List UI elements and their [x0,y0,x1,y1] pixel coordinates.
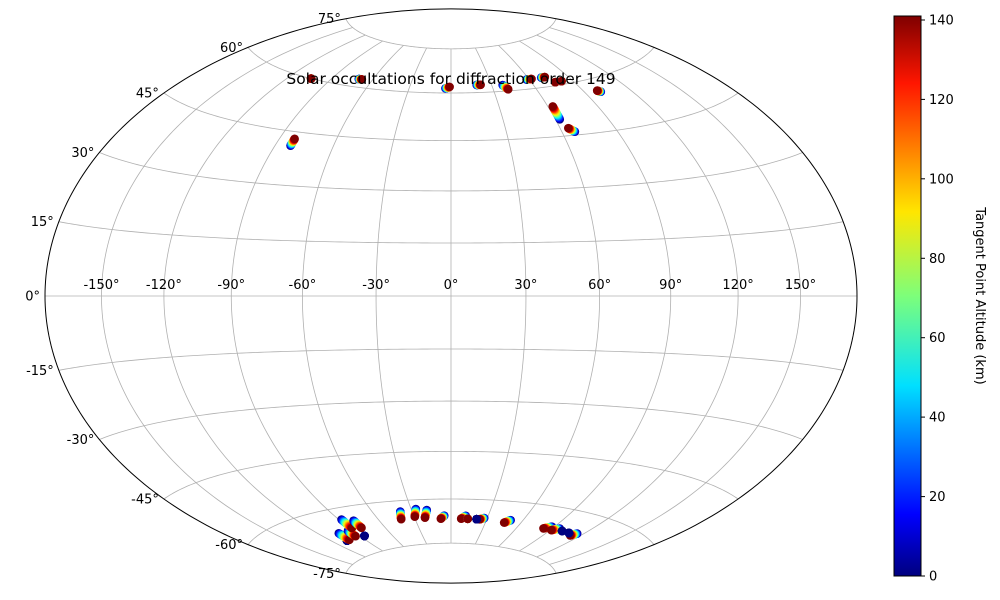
colorbar-tick-label: 0 [929,570,937,585]
occultation-point [306,74,316,83]
latitude-tick-label: 30° [71,146,94,161]
parallel-gridline [163,92,739,142]
longitude-tick-labels: -150° -120° -90° -60° -30° 0° 30° 60° 90° 120° 150… [83,278,816,293]
longitude-tick-label: 30° [514,278,537,293]
occultation-point [564,123,573,133]
colorbar-tick-label: 40 [929,411,946,426]
latitude-tick-label: -75° [313,567,341,582]
occultation-point [360,531,369,541]
occultation-point [527,74,536,84]
occultation-point [357,75,367,84]
colorbar-gradient [893,15,922,577]
longitude-tick-label: 0° [444,278,459,293]
occultation-point [564,528,574,538]
longitude-tick-label: -150° [83,278,119,293]
occultation-point [503,85,513,94]
colorbar-ticks: 0 20 40 60 80 100 120 140 [921,14,954,585]
longitude-tick-label: -120° [146,278,182,293]
longitude-tick-label: 150° [785,278,816,293]
longitude-tick-label: 60° [588,278,611,293]
occultation-point [476,80,485,90]
occultation-point [557,526,567,536]
occultation-point [420,513,430,522]
occultation-point [290,134,299,144]
longitude-tick-label: 90° [659,278,682,293]
colorbar-tick-label: 60 [929,331,946,346]
map-grid [45,18,857,574]
parallel-gridline [247,498,655,545]
colorbar-label: Tangent Point Altitude (km) [972,206,987,384]
parallel-gridline [99,152,803,192]
latitude-tick-labels: 75° 60° 45° 30° 15° 0° -15° -30° -45° -60° -75° [25,12,341,582]
occultation-point [472,514,481,524]
latitude-tick-label: 0° [25,290,40,305]
parallel-gridline [345,542,557,574]
occultation-point [396,514,406,524]
occultation-point [557,76,566,86]
longitude-tick-label: -30° [362,278,390,293]
occultation-point [499,518,509,527]
latitude-tick-label: -30° [67,433,95,448]
chart-title: Solar occultations for diffraction order… [286,70,615,88]
colorbar-tick-label: 100 [929,172,954,187]
occultation-points [286,72,606,545]
latitude-tick-label: -60° [215,538,243,553]
colorbar-tick-label: 80 [929,252,946,267]
colorbar-tick-label: 120 [929,93,954,108]
parallel-gridline [163,450,739,500]
parallel-gridline [99,400,803,440]
longitude-tick-label: -60° [289,278,317,293]
colorbar-tick-label: 140 [929,14,954,29]
longitude-tick-label: -90° [217,278,245,293]
occultation-point [410,512,420,521]
latitude-tick-label: 75° [318,12,341,27]
latitude-tick-label: -45° [131,493,159,508]
occultation-point [540,72,550,82]
latitude-tick-label: 15° [31,215,54,230]
parallel-gridline [345,18,557,50]
colorbar: 0 20 40 60 80 100 120 140 Tangent Point Altitud… [893,14,987,585]
parallel-gridline [58,221,844,244]
parallel-gridline [58,348,844,371]
occultation-point [463,514,473,524]
occultation-point [456,514,466,523]
parallel-gridline [247,47,655,94]
occultation-point [548,102,558,111]
latitude-tick-label: -15° [26,364,54,379]
map-boundary [44,8,858,584]
occultation-point [445,82,454,92]
occultation-point [546,525,556,535]
occultation-point [436,514,446,523]
occultation-point [351,531,360,541]
occultation-point [357,523,366,533]
occultation-point [592,86,602,95]
occultation-point [539,524,548,533]
latitude-tick-label: 60° [220,41,243,56]
longitude-tick-label: 120° [722,278,753,293]
latitude-tick-label: 45° [136,87,159,102]
colorbar-tick-label: 20 [929,490,946,505]
